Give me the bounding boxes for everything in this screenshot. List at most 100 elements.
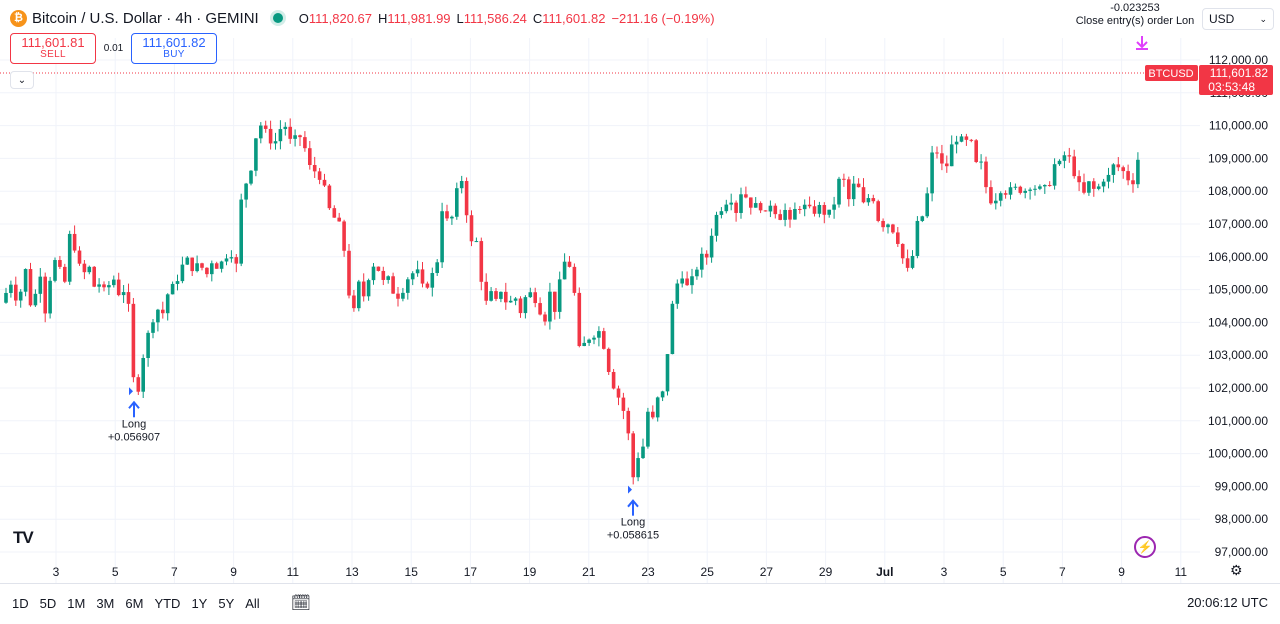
symbol-tag xyxy=(1145,65,1198,82)
candle-body xyxy=(783,209,787,220)
bottom-toolbar: 1D 5D 1M 3M 6M YTD 1Y 5Y All 🗓 20:06:12 … xyxy=(0,588,1280,618)
lightning-icon[interactable]: ⚡ xyxy=(1134,536,1156,558)
low-value: 111,586.24 xyxy=(463,10,527,26)
candle-body xyxy=(994,200,998,204)
candle-body xyxy=(724,204,729,212)
price-chart[interactable]: 112,000.00111,000.00110,000.00109,000.00… xyxy=(0,0,1280,584)
candle-body xyxy=(175,281,180,284)
tradingview-logo[interactable]: TV xyxy=(13,528,34,547)
bitcoin-icon[interactable]: ₿ xyxy=(10,9,27,27)
spread-value: 0.01 xyxy=(103,43,124,54)
candle-body xyxy=(773,205,778,215)
candle-body xyxy=(200,263,204,268)
range-1d[interactable]: 1D xyxy=(12,595,29,611)
candle-body xyxy=(508,300,513,303)
change-value: −211.16 (−0.19%) xyxy=(611,10,715,26)
candle-body xyxy=(548,291,552,322)
candle-body xyxy=(474,241,479,243)
trade-type-label: Long xyxy=(621,517,645,529)
candle-body xyxy=(680,278,684,284)
trade-type-label: Long xyxy=(122,418,146,430)
candle-body xyxy=(597,331,601,338)
buy-button[interactable]: 111,601.82 BUY xyxy=(131,33,217,64)
candle-body xyxy=(53,260,57,281)
candle-body xyxy=(165,294,170,314)
candle-body xyxy=(935,152,939,154)
candle-body xyxy=(587,339,591,343)
candle-body xyxy=(802,204,807,210)
candle-body xyxy=(592,337,596,340)
trade-panel: 111,601.81 SELL 0.01 111,601.82 BUY xyxy=(10,33,217,64)
candle-body xyxy=(263,125,268,129)
candle-body xyxy=(974,140,978,163)
open-value: 111,820.67 xyxy=(308,10,372,26)
candle-body xyxy=(807,204,812,207)
candle-body xyxy=(959,136,964,142)
price-tick-label: 100,000.00 xyxy=(1208,447,1268,461)
range-1m[interactable]: 1M xyxy=(67,595,86,611)
candle-body xyxy=(361,281,366,297)
candle-body xyxy=(641,446,645,459)
candle-body xyxy=(655,397,660,418)
range-5d[interactable]: 5D xyxy=(39,595,57,611)
candle-body xyxy=(925,193,929,217)
symbol-title[interactable]: Bitcoin / U.S. Dollar · 4h · GEMINI xyxy=(32,9,259,27)
range-1y[interactable]: 1Y xyxy=(191,595,208,611)
candle-body xyxy=(1087,181,1091,193)
candle-body xyxy=(562,261,567,280)
currency-select[interactable]: USD ⌄ xyxy=(1202,8,1274,30)
candle-body xyxy=(817,205,822,214)
candle-body xyxy=(886,224,890,228)
candle-body xyxy=(695,269,699,277)
candle-body xyxy=(484,281,488,301)
candle-body xyxy=(401,292,405,299)
range-6m[interactable]: 6M xyxy=(125,595,144,611)
candle-body xyxy=(67,233,72,282)
high-label: H xyxy=(378,10,388,26)
candle-body xyxy=(146,332,150,359)
calendar-icon[interactable]: 🗓 xyxy=(290,595,312,612)
candle-body xyxy=(63,266,67,282)
range-all[interactable]: All xyxy=(245,595,260,611)
price-tick-label: 110,000.00 xyxy=(1209,119,1268,133)
candle-body xyxy=(1067,155,1072,157)
trade-pnl-label: +0.056907 xyxy=(108,431,160,443)
candle-body xyxy=(396,293,400,299)
sell-button[interactable]: 111,601.81 SELL xyxy=(10,33,96,64)
collapse-legend-button[interactable]: ⌄ xyxy=(10,71,34,89)
candle-body xyxy=(1052,164,1057,186)
candle-body xyxy=(386,276,390,280)
date-tick-label: 5 xyxy=(1000,565,1007,579)
candle-body xyxy=(180,264,185,282)
candle-body xyxy=(23,269,28,292)
candle-body xyxy=(170,283,175,295)
utc-clock[interactable]: 20:06:12 UTC xyxy=(1187,595,1268,610)
candle-body xyxy=(949,144,954,167)
trade-pnl-label: +0.058615 xyxy=(607,530,659,542)
candle-body xyxy=(82,263,87,273)
candle-body xyxy=(1043,185,1047,187)
date-tick-label: 15 xyxy=(405,565,419,579)
date-tick-label: 19 xyxy=(523,565,537,579)
candle-body xyxy=(420,269,425,284)
buy-label: BUY xyxy=(163,49,185,61)
long-arrow-icon xyxy=(627,499,639,508)
candle-body xyxy=(342,221,346,251)
sell-price: 111,601.81 xyxy=(21,35,85,51)
candle-body xyxy=(856,183,861,188)
range-3m[interactable]: 3M xyxy=(96,595,115,611)
candle-body xyxy=(224,258,229,262)
market-open-status-icon[interactable] xyxy=(272,13,283,23)
candle-body xyxy=(700,253,704,270)
candle-body xyxy=(435,262,439,274)
candle-body xyxy=(278,129,283,142)
candle-body xyxy=(861,187,866,203)
gear-icon[interactable]: ⚙ xyxy=(1230,562,1243,578)
candle-body xyxy=(376,266,381,271)
candle-body xyxy=(229,257,234,259)
range-ytd[interactable]: YTD xyxy=(154,595,181,611)
date-tick-label: 5 xyxy=(112,565,119,579)
candle-body xyxy=(459,181,464,189)
range-5y[interactable]: 5Y xyxy=(218,595,235,611)
candle-body xyxy=(303,137,307,149)
